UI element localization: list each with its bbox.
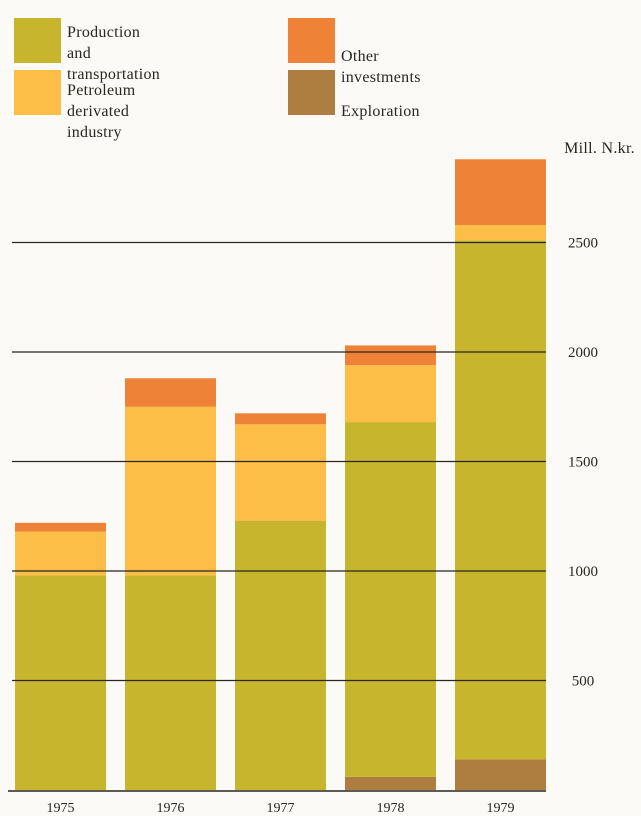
bar-1977-petroleum-derivated-industry <box>235 424 326 521</box>
bars-layer <box>15 159 546 790</box>
bar-1976-petroleum-derivated-industry <box>125 406 216 576</box>
legend-label-production: Production and transportation <box>67 24 161 83</box>
bar-1979-production-and-transportation <box>455 240 546 760</box>
legend-swatch-production <box>14 18 61 63</box>
legend-swatch-petroleum <box>14 70 61 115</box>
x-tick-label-1975: 1975 <box>47 801 75 816</box>
legend-label-petroleum: Petroleum derivated industry <box>67 82 136 141</box>
bar-1975-other-investments <box>15 522 106 532</box>
bar-1977-other-investments <box>235 413 326 425</box>
bar-1979-petroleum-derivated-industry <box>455 224 546 241</box>
legend-label-exploration: Exploration <box>341 103 420 120</box>
y-tick-labels-layer: 500 1000 1500 2000 2500 <box>568 236 598 690</box>
x-tick-label-1979: 1979 <box>487 801 515 816</box>
y-tick-label-2500: 2500 <box>568 236 598 252</box>
bar-1978-petroleum-derivated-industry <box>345 365 436 423</box>
legend-swatch-exploration <box>288 70 335 115</box>
y-tick-label-500: 500 <box>572 674 595 690</box>
bar-1978-exploration <box>345 776 436 790</box>
bar-1976-production-and-transportation <box>125 575 216 790</box>
bar-1975-production-and-transportation <box>15 575 106 790</box>
y-axis-unit-label: Mill. N.kr. <box>564 140 635 157</box>
bar-1977-production-and-transportation <box>235 520 326 790</box>
bar-1979-exploration <box>455 759 546 790</box>
gridlines-layer <box>8 241 546 792</box>
bar-1976-other-investments <box>125 378 216 407</box>
x-tick-label-1977: 1977 <box>267 801 295 816</box>
bar-1978-production-and-transportation <box>345 422 436 777</box>
y-tick-label-1000: 1000 <box>568 564 598 580</box>
legend-swatch-other <box>288 18 335 63</box>
bar-1978-other-investments <box>345 345 436 366</box>
bar-1979-other-investments <box>455 159 546 225</box>
x-tick-label-1976: 1976 <box>157 801 185 816</box>
legend-label-other: Other investments <box>341 48 421 86</box>
bar-1975-petroleum-derivated-industry <box>15 531 106 576</box>
y-tick-label-1500: 1500 <box>568 455 598 471</box>
y-tick-label-2000: 2000 <box>568 345 598 361</box>
x-tick-label-1978: 1978 <box>377 801 405 816</box>
x-tick-labels-layer: 1975 1976 1977 1978 1979 <box>47 801 515 816</box>
